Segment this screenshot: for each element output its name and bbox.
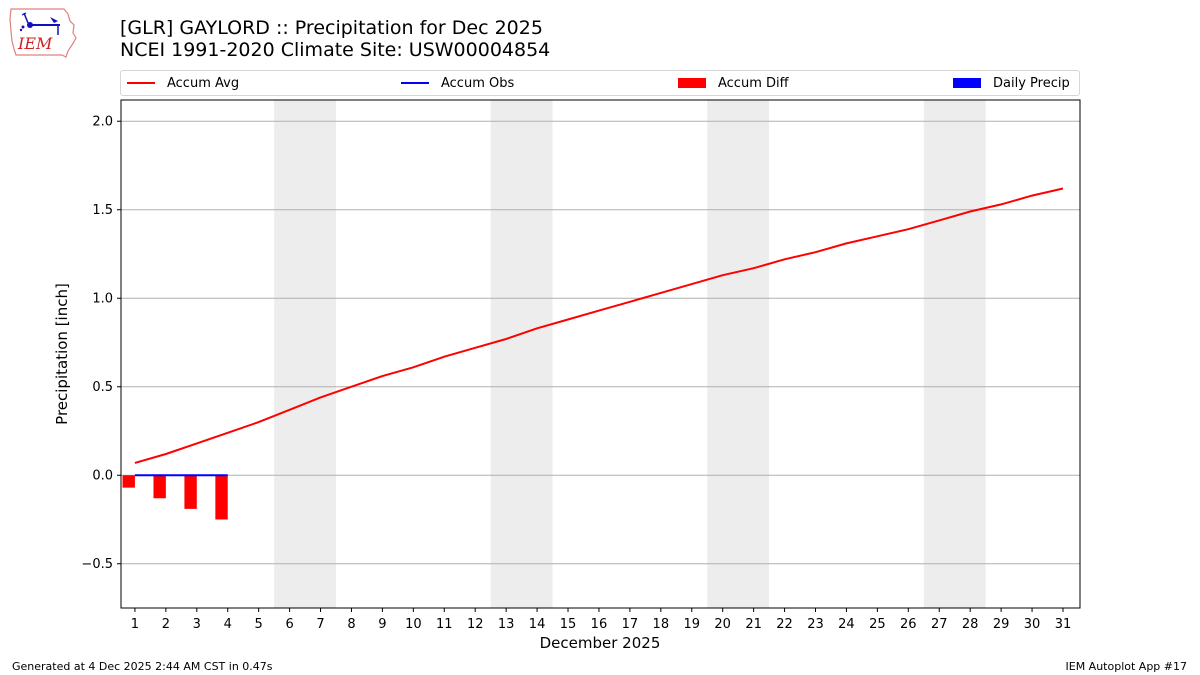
legend-item-accum-obs: Accum Obs <box>401 71 514 95</box>
chart-title: [GLR] GAYLORD :: Precipitation for Dec 2… <box>120 17 550 61</box>
x-tick-label: 6 <box>285 617 293 632</box>
legend-item-accum-avg: Accum Avg <box>127 71 239 95</box>
x-tick-label: 27 <box>931 617 948 632</box>
legend-label: Daily Precip <box>993 75 1070 91</box>
weekend-band <box>274 100 337 608</box>
x-tick-label: 26 <box>900 617 917 632</box>
chart-title-line2: NCEI 1991-2020 Climate Site: USW00004854 <box>120 39 551 61</box>
x-tick-label: 14 <box>529 617 546 632</box>
x-tick-label: 2 <box>162 617 170 632</box>
accum-avg-line <box>134 187 1064 464</box>
x-tick-label: 1 <box>131 617 139 632</box>
x-tick-label: 21 <box>745 617 762 632</box>
y-axis-label: Precipitation [inch] <box>53 283 71 425</box>
y-tick-label: 0.0 <box>92 469 113 484</box>
blue-patch-swatch-icon <box>953 78 981 88</box>
y-tick-label: −0.5 <box>81 557 113 572</box>
y-axis-ticks: −0.5 0.0 0.5 1.0 1.5 2.0 <box>81 115 121 572</box>
x-tick-label: 16 <box>591 617 608 632</box>
blue-line-swatch-icon <box>401 82 429 84</box>
x-tick-label: 20 <box>714 617 731 632</box>
x-tick-label: 24 <box>838 617 855 632</box>
legend-label: Accum Diff <box>718 75 789 91</box>
bar <box>153 475 166 499</box>
x-tick-label: 12 <box>467 617 484 632</box>
x-tick-label: 30 <box>1024 617 1041 632</box>
svg-text:IEM: IEM <box>17 34 53 53</box>
weekend-band <box>490 100 553 608</box>
bar <box>215 475 228 520</box>
weekend-band <box>707 100 770 608</box>
chart-legend: Accum Avg Accum Obs Accum Diff Daily Pre… <box>120 70 1080 96</box>
x-tick-label: 31 <box>1055 617 1072 632</box>
weekend-shading <box>274 100 986 608</box>
x-tick-label: 15 <box>560 617 577 632</box>
y-tick-label: 1.0 <box>92 292 113 307</box>
x-tick-label: 7 <box>316 617 324 632</box>
x-tick-label: 18 <box>653 617 670 632</box>
x-tick-label: 5 <box>255 617 263 632</box>
accum-diff-bars <box>122 475 228 520</box>
red-line-swatch-icon <box>127 82 155 84</box>
legend-item-accum-diff: Accum Diff <box>678 71 789 95</box>
x-tick-label: 19 <box>683 617 700 632</box>
weekend-band <box>923 100 986 608</box>
x-tick-label: 4 <box>224 617 232 632</box>
red-patch-swatch-icon <box>678 78 706 88</box>
legend-label: Accum Avg <box>167 75 240 91</box>
x-tick-label: 22 <box>776 617 793 632</box>
x-tick-label: 23 <box>807 617 824 632</box>
y-gridlines <box>121 120 1080 565</box>
chart-title-line1: [GLR] GAYLORD :: Precipitation for Dec 2… <box>120 17 543 39</box>
x-axis-label: December 2025 <box>539 634 661 652</box>
x-tick-label: 8 <box>347 617 355 632</box>
x-tick-label: 9 <box>378 617 386 632</box>
x-tick-label: 11 <box>436 617 453 632</box>
iem-logo: IEM <box>8 5 80 59</box>
y-tick-label: 2.0 <box>92 115 113 130</box>
x-tick-label: 28 <box>962 617 979 632</box>
x-axis-ticks: 1 2 3 4 5 6 7 8 9 10 11 12 13 14 15 16 17 18 19 20 21 22 23 24 2… <box>131 608 1071 632</box>
axes-frame <box>120 99 1081 609</box>
legend-item-daily-precip: Daily Precip <box>953 71 1070 95</box>
x-tick-label: 25 <box>869 617 886 632</box>
iowa-map-icon: IEM <box>9 8 77 58</box>
y-tick-label: 0.5 <box>92 380 113 395</box>
bar <box>122 475 135 488</box>
x-tick-label: 3 <box>193 617 201 632</box>
generated-timestamp: Generated at 4 Dec 2025 2:44 AM CST in 0… <box>12 660 273 673</box>
x-tick-label: 10 <box>405 617 422 632</box>
app-label: IEM Autoplot App #17 <box>1065 660 1188 673</box>
x-tick-label: 13 <box>498 617 515 632</box>
bar <box>184 475 197 509</box>
y-tick-label: 1.5 <box>92 203 113 218</box>
x-tick-label: 29 <box>993 617 1010 632</box>
x-tick-label: 17 <box>622 617 639 632</box>
legend-label: Accum Obs <box>441 75 515 91</box>
